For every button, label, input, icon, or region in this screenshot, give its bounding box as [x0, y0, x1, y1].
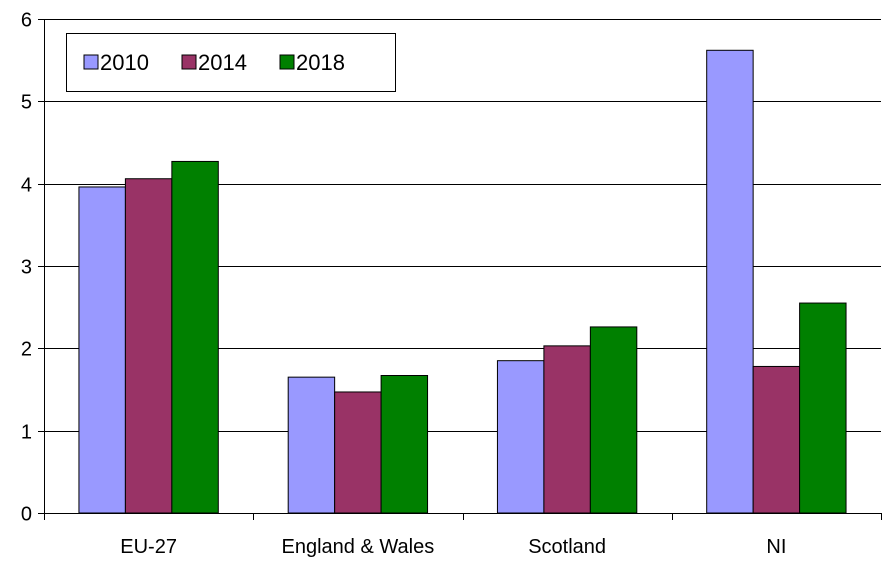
- bar-2018-1: [380, 375, 429, 514]
- x-category-label: Scotland: [528, 536, 606, 558]
- bar-2014-0: [124, 178, 173, 514]
- bar-2018-3: [799, 302, 847, 514]
- legend-label: 2010: [100, 50, 149, 75]
- legend-box: [66, 33, 396, 92]
- axes: [44, 19, 881, 514]
- legend-swatch: [279, 54, 295, 70]
- y-tick-label: 5: [21, 92, 32, 114]
- y-tick-label: 2: [21, 339, 32, 361]
- bar-2014-2: [543, 345, 591, 514]
- bar-2014-3: [752, 365, 801, 514]
- y-tick-label: 3: [21, 257, 32, 279]
- x-category-label: England & Wales: [282, 536, 435, 558]
- x-category-label: EU-27: [120, 536, 177, 558]
- y-tick-label: 0: [21, 504, 32, 526]
- legend-swatch: [181, 54, 197, 70]
- y-tick-label: 4: [21, 175, 32, 197]
- bar-2010-3: [706, 49, 754, 514]
- legend-label: 2018: [296, 50, 345, 75]
- legend-swatch: [83, 54, 99, 70]
- legend: 2010 2014 2018: [66, 33, 396, 92]
- bar-2010-0: [78, 186, 126, 514]
- y-axis-ticks: 0 1 2 3 4 5 6: [21, 10, 44, 526]
- legend-label: 2014: [198, 50, 247, 75]
- bar-2014-1: [334, 391, 382, 514]
- bar-2010-2: [496, 360, 545, 514]
- bars: [78, 49, 847, 514]
- bar-2010-1: [287, 376, 336, 514]
- bar-2018-0: [171, 160, 219, 514]
- y-tick-label: 1: [21, 422, 32, 444]
- x-category-label: NI: [766, 536, 786, 558]
- bar-2018-2: [589, 326, 638, 514]
- x-axis-ticks: EU-27 England & Wales Scotland NI: [44, 513, 882, 558]
- y-tick-label: 6: [21, 10, 32, 32]
